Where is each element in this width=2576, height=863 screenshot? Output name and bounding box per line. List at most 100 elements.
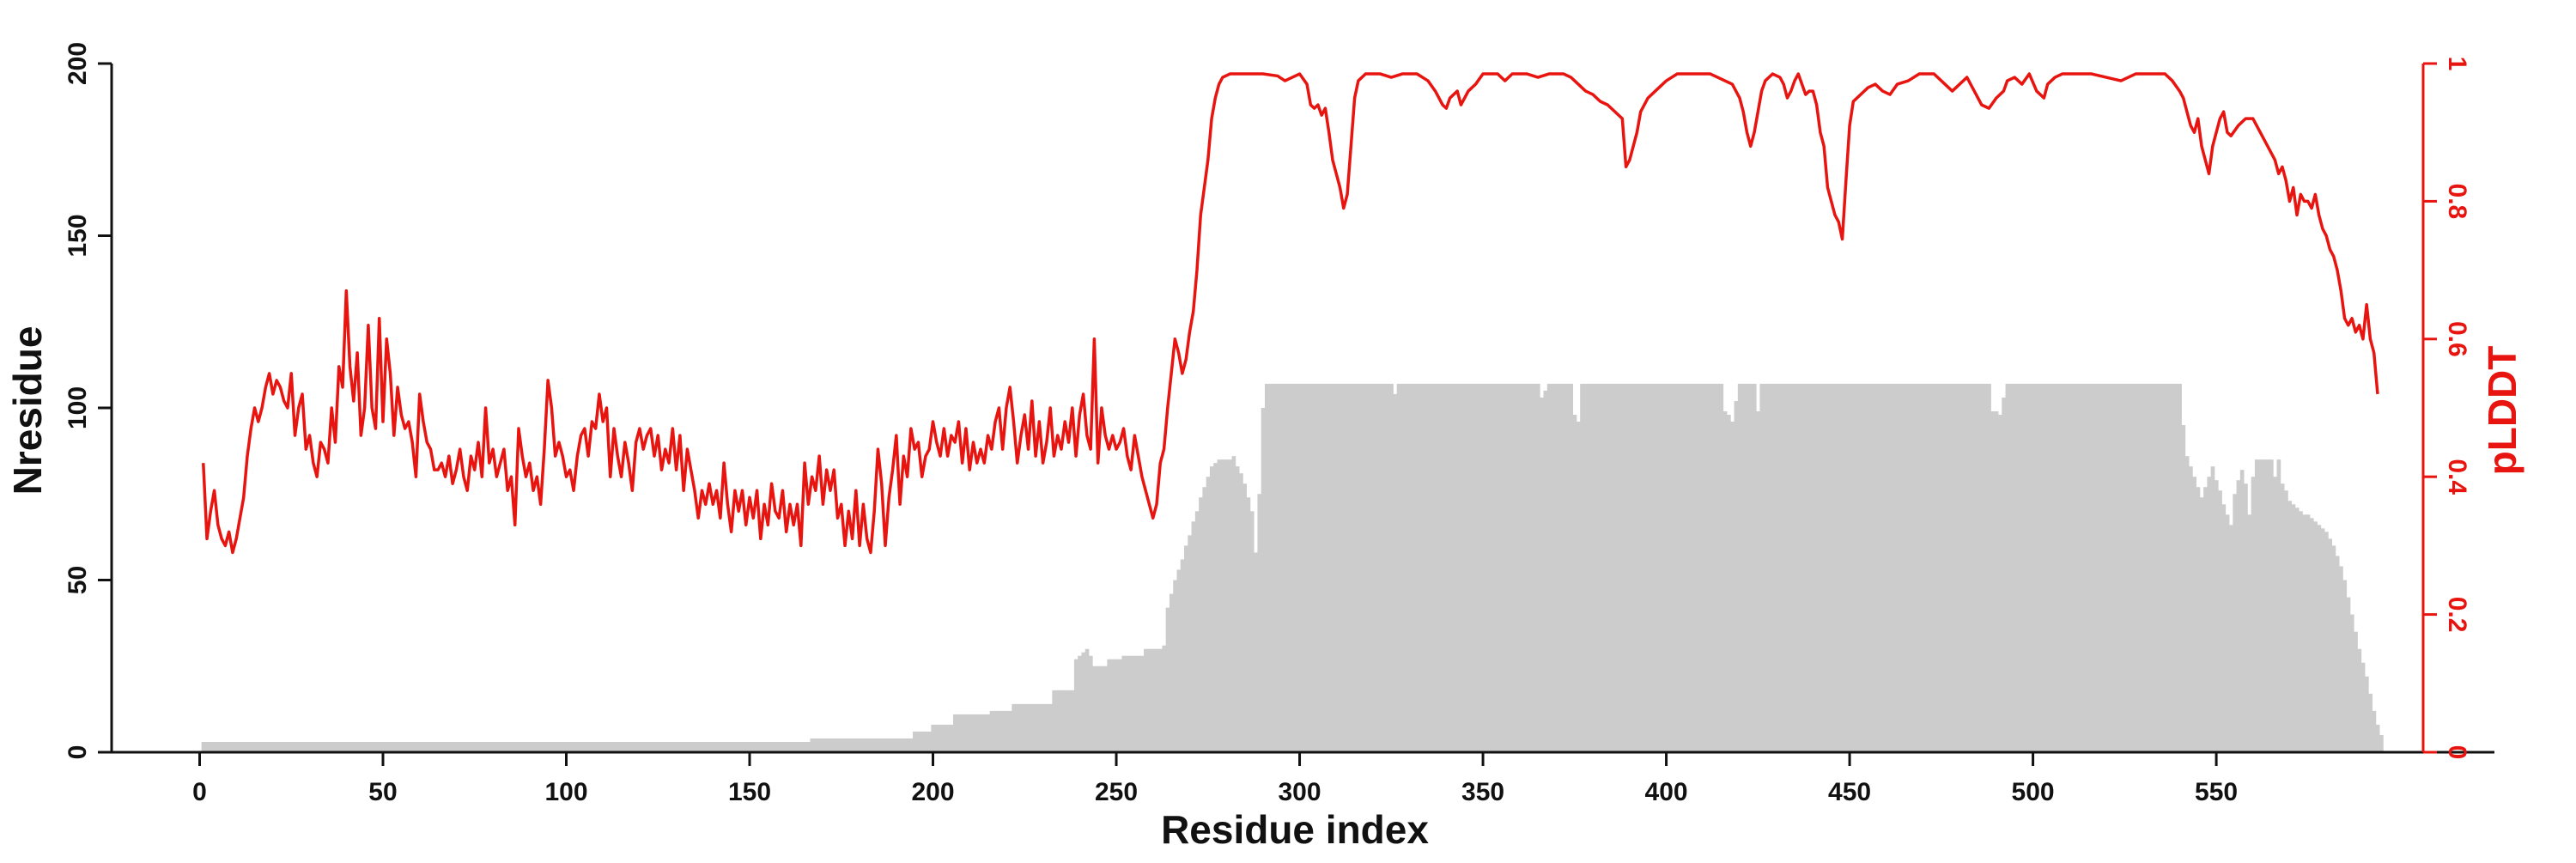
coverage-bar: [2299, 511, 2303, 752]
coverage-bar: [2210, 466, 2215, 752]
coverage-bar: [2060, 383, 2065, 752]
coverage-bar: [1378, 383, 1383, 752]
coverage-bar: [425, 741, 429, 752]
coverage-bar: [597, 741, 602, 752]
coverage-bar: [942, 724, 946, 752]
coverage-bar: [913, 731, 917, 752]
coverage-bar: [270, 741, 276, 752]
y-tick-label: 150: [64, 214, 92, 257]
coverage-bar: [1818, 383, 1823, 752]
coverage-bar: [550, 741, 554, 752]
coverage-bar: [828, 738, 833, 752]
coverage-bar: [1018, 703, 1024, 752]
coverage-bar: [1693, 383, 1698, 752]
coverage-bar: [1194, 511, 1200, 752]
coverage-bar: [380, 741, 386, 752]
coverage-bar: [685, 741, 690, 752]
coverage-bar: [1188, 535, 1192, 752]
coverage-bar: [465, 741, 470, 752]
x-tick-label: 0: [192, 778, 207, 806]
coverage-bar: [1851, 383, 1856, 752]
coverage-bar: [1829, 383, 1834, 752]
coverage-bar: [1947, 383, 1951, 752]
coverage-bar: [1638, 383, 1643, 752]
coverage-bar: [1892, 383, 1896, 752]
coverage-bar: [1745, 383, 1750, 752]
coverage-bar: [1866, 383, 1870, 752]
x-tick-label: 300: [1279, 778, 1321, 806]
coverage-bar: [410, 741, 415, 752]
coverage-bar: [1561, 383, 1566, 752]
coverage-bar: [209, 741, 213, 752]
coverage-bar: [2287, 501, 2293, 752]
coverage-bar: [1558, 383, 1563, 752]
coverage-bar: [2196, 487, 2201, 752]
coverage-bar: [506, 741, 510, 752]
coverage-bar: [2137, 383, 2142, 752]
coverage-bar: [1961, 383, 1965, 752]
coverage-bar: [1220, 459, 1225, 752]
coverage-bar: [619, 741, 624, 752]
x-tick-label: 400: [1645, 778, 1688, 806]
y-tick-label: 50: [64, 566, 92, 594]
coverage-bar: [1606, 383, 1610, 752]
coverage-bar: [1144, 648, 1148, 752]
coverage-bar: [2349, 614, 2354, 752]
coverage-bar: [1796, 383, 1801, 752]
coverage-bar: [1352, 383, 1358, 752]
coverage-bar: [359, 741, 363, 752]
coverage-bar: [495, 741, 499, 752]
coverage-bar: [630, 741, 635, 752]
coverage-bar: [2005, 383, 2010, 752]
coverage-bar: [957, 714, 961, 752]
coverage-bar: [2280, 483, 2285, 752]
coverage-bar: [1389, 383, 1394, 752]
coverage-bar: [2148, 383, 2153, 752]
coverage-bar: [2273, 477, 2277, 752]
coverage-bar: [842, 738, 848, 752]
coverage-bar: [1998, 415, 2002, 752]
coverage-bar: [315, 741, 319, 752]
coverage-bar: [986, 714, 991, 752]
coverage-bar: [333, 741, 338, 752]
coverage-bar: [663, 741, 668, 752]
coverage-bar: [2002, 397, 2006, 752]
y-axis-left: 0 50 100 150 200: [64, 42, 113, 760]
coverage-bar: [1902, 383, 1907, 752]
y2-tick-label: 0: [2443, 745, 2471, 760]
coverage-bar: [1466, 383, 1471, 752]
coverage-bar: [1110, 659, 1115, 752]
coverage-bar: [2016, 383, 2021, 752]
coverage-bar: [480, 741, 484, 752]
coverage-bar: [2239, 470, 2245, 752]
coverage-bar: [1286, 383, 1291, 752]
coverage-bar: [1748, 383, 1753, 752]
coverage-bar: [1081, 652, 1086, 752]
coverage-bar: [1279, 383, 1284, 752]
coverage-bar: [1283, 383, 1287, 752]
coverage-bar: [2203, 487, 2208, 752]
coverage-bar: [454, 741, 459, 752]
coverage-bar: [1455, 383, 1460, 752]
coverage-bar: [458, 741, 463, 752]
coverage-bar: [978, 714, 983, 752]
coverage-bar: [498, 741, 503, 752]
coverage-bar: [531, 741, 536, 752]
coverage-bar: [1312, 383, 1317, 752]
coverage-bar: [259, 741, 264, 752]
coverage-bar: [1488, 383, 1493, 752]
coverage-bar: [483, 741, 489, 752]
coverage-bar: [575, 741, 580, 752]
coverage-bar: [2379, 734, 2384, 752]
coverage-bar: [1254, 552, 1258, 752]
coverage-bar: [2104, 383, 2109, 752]
coverage-bar: [1521, 383, 1526, 752]
coverage-bar: [1125, 655, 1130, 752]
coverage-bar: [1631, 383, 1636, 752]
coverage-bar: [2360, 662, 2366, 752]
coverage-bar: [1514, 383, 1519, 752]
coverage-bar: [1756, 411, 1760, 752]
y-tick-label: 0: [64, 745, 92, 760]
coverage-bar: [2023, 383, 2028, 752]
coverage-bar: [2038, 383, 2043, 752]
